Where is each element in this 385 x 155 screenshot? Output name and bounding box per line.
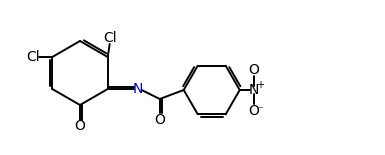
Text: O: O [248, 62, 259, 77]
Text: O: O [154, 113, 165, 126]
Text: ⁻: ⁻ [257, 106, 263, 115]
Text: Cl: Cl [103, 31, 117, 44]
Text: N: N [132, 82, 143, 95]
Text: Cl: Cl [26, 50, 40, 64]
Text: +: + [256, 80, 264, 90]
Text: O: O [75, 120, 85, 133]
Text: N: N [249, 83, 259, 97]
Text: O: O [248, 104, 259, 117]
